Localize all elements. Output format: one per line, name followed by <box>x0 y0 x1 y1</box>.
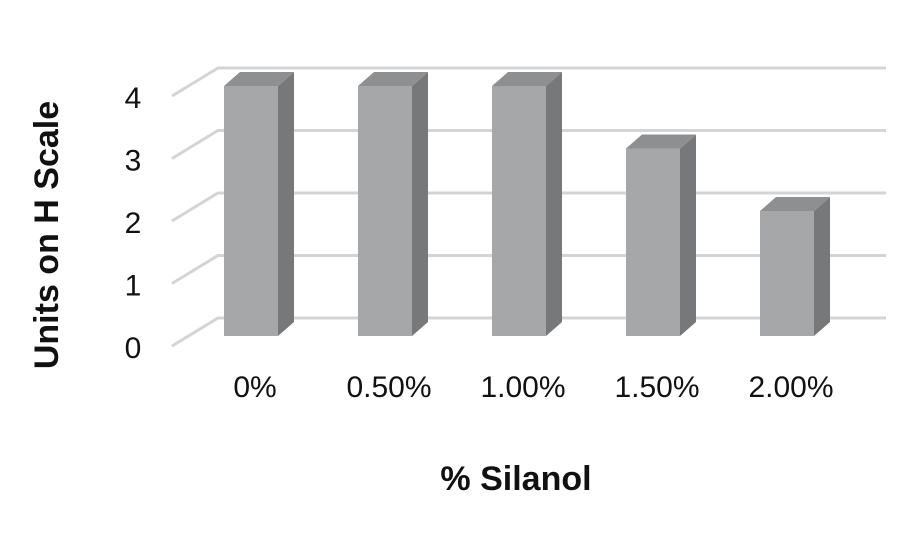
bar <box>492 72 562 336</box>
x-axis-title: % Silanol <box>440 460 591 498</box>
bar-side <box>814 197 830 336</box>
bar <box>224 72 294 336</box>
x-tick-label: 1.00% <box>480 371 565 404</box>
bar-front <box>358 86 412 336</box>
bar-top <box>224 72 294 86</box>
bar-front <box>492 86 546 336</box>
bar-side <box>680 134 696 336</box>
bar-top <box>492 72 562 86</box>
y-axis-title: Units on H Scale <box>28 101 66 369</box>
y-tick-label: 4 <box>125 82 142 115</box>
y-tick-label: 0 <box>125 332 142 365</box>
bar-top <box>760 197 830 211</box>
x-tick-label: 0% <box>233 371 276 404</box>
bar-front <box>626 148 680 336</box>
y-tick-label: 3 <box>125 145 142 178</box>
y-tick-labels: 0 1 2 3 4 <box>125 82 142 365</box>
y-tick-label: 1 <box>125 270 142 303</box>
x-tick-label: 1.50% <box>614 371 699 404</box>
bar-side <box>546 72 562 336</box>
bar <box>760 197 830 336</box>
y-tick-label: 2 <box>125 207 142 240</box>
bar <box>358 72 428 336</box>
bar-top <box>626 134 696 149</box>
bars <box>224 72 830 336</box>
gridline <box>171 129 886 160</box>
bar-side <box>278 72 294 336</box>
bar-top <box>358 72 428 86</box>
bar-side <box>412 72 428 336</box>
x-tick-label: 2.00% <box>748 371 833 404</box>
x-tick-labels: 0% 0.50% 1.00% 1.50% 2.00% <box>233 371 833 404</box>
gridline <box>171 66 886 98</box>
x-tick-label: 0.50% <box>346 371 431 404</box>
bar <box>626 134 696 336</box>
bar-front <box>760 211 814 336</box>
bar-front <box>224 86 278 336</box>
